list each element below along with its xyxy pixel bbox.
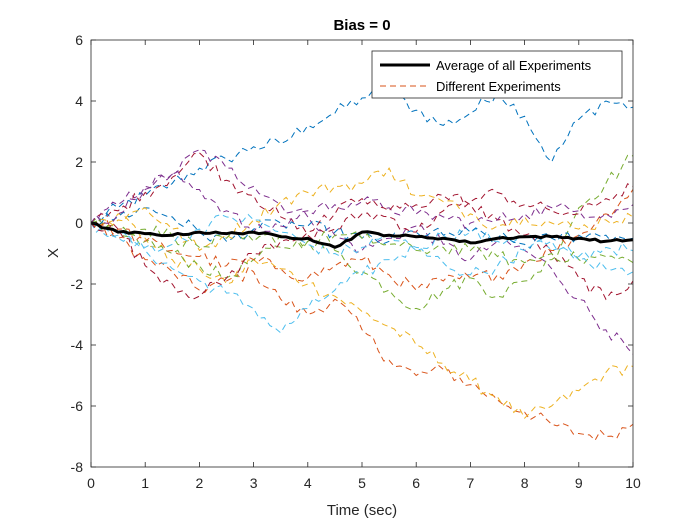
- experiment-line-11: [91, 170, 633, 233]
- legend-box: [371, 50, 623, 99]
- experiment-line-2: [91, 222, 633, 442]
- legend-experiments-label: Different Experiments: [436, 79, 561, 94]
- x-tick-label: 1: [141, 475, 149, 491]
- x-axis-label: Time (sec): [327, 502, 397, 519]
- y-tick-label: -6: [71, 398, 84, 414]
- x-tick-label: 10: [625, 475, 641, 491]
- plot-area: [91, 40, 633, 467]
- y-tick-label: -2: [71, 276, 84, 292]
- x-tick-label: 2: [196, 475, 204, 491]
- legend: Average of all Experiments Different Exp…: [371, 50, 623, 99]
- tick-labels: 0 1 2 3 4 5 6 7 8 9 10 -8 -6 -4 -2 0 2 4 6: [71, 32, 641, 491]
- experiment-line-12: [91, 220, 633, 266]
- y-tick-label: 6: [75, 32, 83, 48]
- axes: [90, 39, 634, 468]
- experiment-line-7: [91, 152, 633, 301]
- y-tick-label: -4: [71, 337, 84, 353]
- y-tick-label: 2: [75, 154, 83, 170]
- x-tick-label: 3: [250, 475, 258, 491]
- x-tick-label: 7: [467, 475, 475, 491]
- y-tick-label: -8: [71, 459, 84, 475]
- experiment-line-10: [91, 167, 633, 252]
- experiment-line-6: [91, 220, 633, 334]
- y-tick-label: 0: [75, 215, 83, 231]
- experiment-line-3: [91, 213, 633, 420]
- experiment-line-4: [91, 149, 633, 355]
- x-tick-label: 0: [87, 475, 95, 491]
- x-tick-label: 9: [575, 475, 583, 491]
- y-tick-label: 4: [75, 93, 83, 109]
- average-layer: [91, 221, 633, 249]
- experiment-line-1: [91, 89, 633, 224]
- x-tick-label: 6: [412, 475, 420, 491]
- y-axis-label: X: [45, 248, 62, 258]
- x-tick-label: 5: [358, 475, 366, 491]
- experiment-line-9: [91, 189, 633, 291]
- experiment-line-13: [91, 213, 633, 276]
- series-layer: [91, 89, 633, 442]
- x-tick-label: 8: [521, 475, 529, 491]
- chart-title: Bias = 0: [333, 17, 390, 34]
- average-line: [91, 221, 633, 249]
- x-tick-label: 4: [304, 475, 312, 491]
- legend-average-label: Average of all Experiments: [436, 58, 592, 73]
- experiment-line-14: [91, 183, 633, 300]
